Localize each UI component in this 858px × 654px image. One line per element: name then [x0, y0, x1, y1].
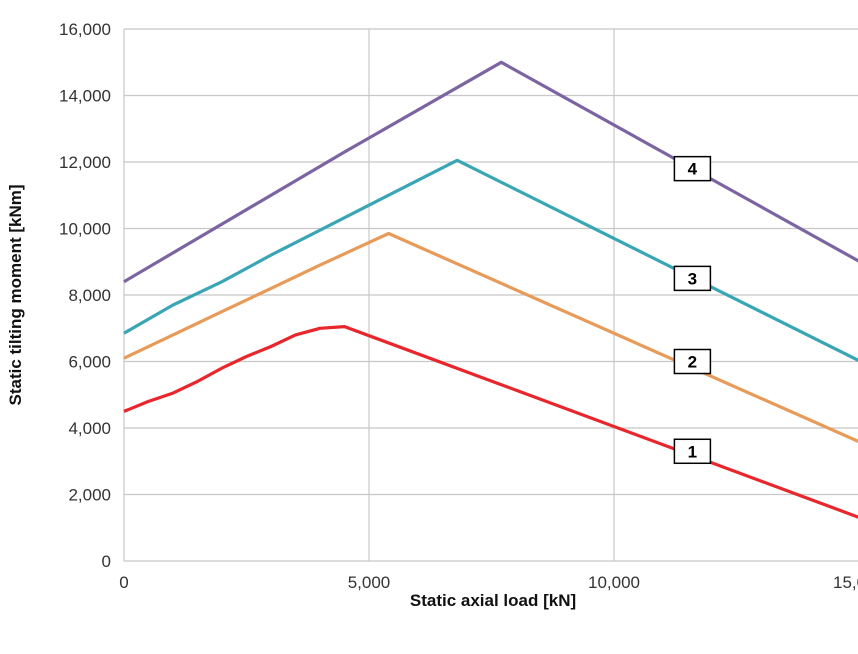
series-line-2 — [123, 231, 858, 444]
curve-label-3: 3 — [673, 265, 712, 292]
y-tick-label: 4,000 — [68, 419, 111, 438]
curve-label-4: 4 — [673, 155, 712, 182]
curve-label-text: 3 — [688, 269, 697, 288]
curve-label-text: 2 — [688, 353, 697, 372]
curve-label-box — [673, 348, 712, 375]
grid — [123, 28, 858, 562]
curve-label-text: 1 — [688, 442, 697, 461]
x-tick-label: 10,000 — [588, 573, 640, 592]
series-line-3 — [123, 158, 858, 362]
curve-label-box — [673, 155, 712, 182]
series-line-1 — [123, 325, 858, 519]
curve-label-text: 4 — [688, 160, 698, 179]
y-tick-label: 2,000 — [68, 486, 111, 505]
x-tick-label: 15,000 — [833, 573, 858, 592]
x-tick-label: 5,000 — [348, 573, 391, 592]
curve-label-box — [673, 265, 712, 292]
x-axis-title: Static axial load [kN] — [410, 591, 576, 610]
y-tick-label: 16,000 — [59, 20, 111, 39]
series-line-4 — [123, 60, 858, 284]
y-tick-label: 14,000 — [59, 87, 111, 106]
y-axis-title: Static tilting moment [kNm] — [6, 184, 25, 405]
y-axis-ticks: 0 2,000 4,000 6,000 8,000 10,000 12,000 14,000 1… — [59, 20, 111, 571]
curve-label-2: 2 — [673, 348, 712, 375]
y-tick-label: 12,000 — [59, 153, 111, 172]
y-tick-label: 10,000 — [59, 220, 111, 239]
y-tick-label: 8,000 — [68, 286, 111, 305]
curve-label-1: 1 — [673, 438, 712, 465]
y-tick-label: 0 — [102, 552, 111, 571]
y-tick-label: 6,000 — [68, 353, 111, 372]
curve-label-box — [673, 438, 712, 465]
curve-labels: 1 2 3 4 — [673, 155, 712, 465]
series-lines — [123, 60, 858, 519]
x-tick-label: 0 — [119, 573, 128, 592]
